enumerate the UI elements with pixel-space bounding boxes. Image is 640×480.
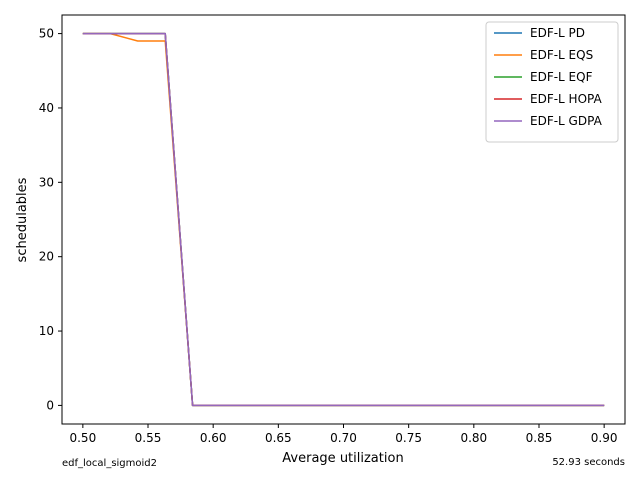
- x-tick-label: 0.70: [330, 431, 357, 445]
- legend: EDF-L PD EDF-L EQS EDF-L EQF EDF-L HOPA EDF-…: [485, 21, 619, 143]
- legend-label-1: EDF-L EQS: [530, 48, 593, 62]
- legend-label-0: EDF-L PD: [530, 26, 585, 40]
- x-axis: 0.50 0.55 0.60 0.65 0.70 0.75 0.80 0.85 0.90: [69, 424, 618, 445]
- y-tick-label: 20: [39, 250, 54, 264]
- x-tick-label: 0.90: [591, 431, 618, 445]
- y-axis-label: schedulables: [15, 177, 30, 262]
- y-tick-label: 30: [39, 175, 54, 189]
- legend-label-4: EDF-L GDPA: [530, 114, 603, 128]
- legend-box: [485, 21, 619, 143]
- y-tick-label: 40: [39, 101, 54, 115]
- x-tick-label: 0.55: [135, 431, 162, 445]
- x-tick-label: 0.65: [265, 431, 292, 445]
- x-tick-label: 0.60: [200, 431, 227, 445]
- y-tick-label: 0: [46, 398, 54, 412]
- y-tick-label: 10: [39, 324, 54, 338]
- x-tick-label: 0.80: [460, 431, 487, 445]
- footer-left-note: edf_local_sigmoid2: [62, 458, 157, 469]
- x-tick-label: 0.75: [395, 431, 422, 445]
- x-tick-label: 0.50: [69, 431, 96, 445]
- series-line-4: [82, 32, 605, 407]
- footer-right-note: 52.93 seconds: [552, 457, 625, 468]
- legend-label-2: EDF-L EQF: [530, 70, 593, 84]
- y-axis: 0 10 20 30 40 50: [39, 27, 62, 412]
- y-tick-label: 50: [39, 27, 54, 41]
- x-tick-label: 0.85: [526, 431, 553, 445]
- x-axis-label: Average utilization: [282, 451, 403, 466]
- series-layer: [82, 32, 605, 407]
- legend-label-3: EDF-L HOPA: [530, 92, 602, 106]
